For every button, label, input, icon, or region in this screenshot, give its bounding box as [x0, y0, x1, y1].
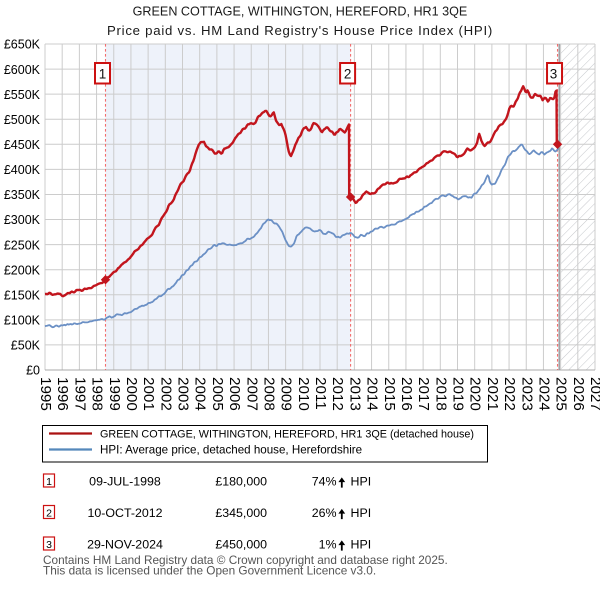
svg-text:HPI: HPI: [351, 506, 372, 520]
svg-text:HPI: HPI: [351, 475, 372, 489]
svg-text:2: 2: [46, 508, 52, 520]
svg-text:2003: 2003: [175, 377, 192, 411]
svg-text:3: 3: [46, 539, 52, 551]
svg-text:£0: £0: [26, 364, 40, 378]
svg-text:2020: 2020: [467, 377, 484, 411]
svg-text:HPI: HPI: [351, 538, 372, 552]
svg-text:£200K: £200K: [4, 263, 41, 277]
svg-text:£300K: £300K: [4, 213, 41, 227]
svg-text:2005: 2005: [209, 377, 226, 411]
svg-text:1: 1: [46, 476, 52, 488]
svg-text:1998: 1998: [89, 377, 106, 411]
svg-text:£450K: £450K: [4, 138, 41, 152]
svg-text:2007: 2007: [243, 377, 260, 411]
svg-text:Contains HM Land Registry data: Contains HM Land Registry data © Crown c…: [43, 553, 448, 567]
svg-text:2016: 2016: [398, 377, 415, 411]
svg-text:2012: 2012: [329, 377, 346, 411]
svg-text:£450,000: £450,000: [215, 538, 267, 552]
svg-text:1: 1: [99, 66, 107, 81]
svg-text:2014: 2014: [364, 377, 381, 411]
svg-text:This data is licensed under th: This data is licensed under the Open Gov…: [43, 564, 376, 578]
svg-text:£50K: £50K: [11, 339, 41, 353]
svg-text:£400K: £400K: [4, 163, 41, 177]
svg-text:2022: 2022: [501, 377, 518, 411]
svg-text:£150K: £150K: [4, 288, 41, 302]
svg-text:2024: 2024: [535, 377, 552, 411]
svg-text:£345,000: £345,000: [215, 506, 267, 520]
svg-text:2009: 2009: [278, 377, 295, 411]
svg-text:1995: 1995: [37, 377, 54, 411]
svg-text:2001: 2001: [140, 377, 157, 411]
svg-text:74%: 74%: [312, 475, 337, 489]
svg-text:2027: 2027: [587, 377, 600, 411]
svg-text:2017: 2017: [415, 377, 432, 411]
svg-text:2019: 2019: [450, 377, 467, 411]
svg-text:£250K: £250K: [4, 238, 41, 252]
svg-text:£180,000: £180,000: [215, 475, 267, 489]
svg-text:2011: 2011: [312, 377, 329, 410]
svg-text:£350K: £350K: [4, 188, 41, 202]
svg-text:1%: 1%: [319, 538, 337, 552]
svg-text:2006: 2006: [226, 377, 243, 411]
svg-text:2015: 2015: [381, 377, 398, 411]
svg-text:£550K: £550K: [4, 88, 41, 102]
svg-text:09-JUL-1998: 09-JUL-1998: [89, 475, 161, 489]
svg-text:1997: 1997: [71, 377, 88, 411]
svg-text:29-NOV-2024: 29-NOV-2024: [87, 538, 163, 552]
svg-text:Price paid vs. HM Land Registr: Price paid vs. HM Land Registry's House …: [107, 23, 493, 38]
svg-text:2008: 2008: [260, 377, 277, 411]
svg-text:GREEN COTTAGE, WITHINGTON, HER: GREEN COTTAGE, WITHINGTON, HEREFORD, HR1…: [133, 5, 468, 19]
svg-text:2021: 2021: [484, 377, 501, 411]
svg-text:£650K: £650K: [4, 38, 41, 52]
svg-text:GREEN COTTAGE, WITHINGTON, HER: GREEN COTTAGE, WITHINGTON, HEREFORD, HR1…: [100, 429, 474, 441]
svg-text:2018: 2018: [432, 377, 449, 411]
svg-text:2013: 2013: [346, 377, 363, 411]
svg-text:1999: 1999: [106, 377, 123, 411]
svg-text:2002: 2002: [157, 377, 174, 411]
svg-text:£100K: £100K: [4, 314, 41, 328]
svg-text:10-OCT-2012: 10-OCT-2012: [87, 506, 162, 520]
svg-text:£500K: £500K: [4, 113, 41, 127]
svg-text:2: 2: [344, 66, 352, 81]
svg-text:3: 3: [550, 66, 558, 81]
svg-text:2026: 2026: [570, 377, 587, 411]
svg-text:HPI: Average price, detached h: HPI: Average price, detached house, Here…: [100, 444, 362, 457]
svg-text:2004: 2004: [192, 377, 209, 411]
svg-text:26%: 26%: [312, 506, 337, 520]
svg-text:£600K: £600K: [4, 63, 41, 77]
svg-text:2000: 2000: [123, 377, 140, 411]
svg-text:2025: 2025: [553, 377, 570, 411]
svg-text:2010: 2010: [295, 377, 312, 411]
svg-text:1996: 1996: [54, 377, 71, 411]
svg-text:2023: 2023: [518, 377, 535, 411]
